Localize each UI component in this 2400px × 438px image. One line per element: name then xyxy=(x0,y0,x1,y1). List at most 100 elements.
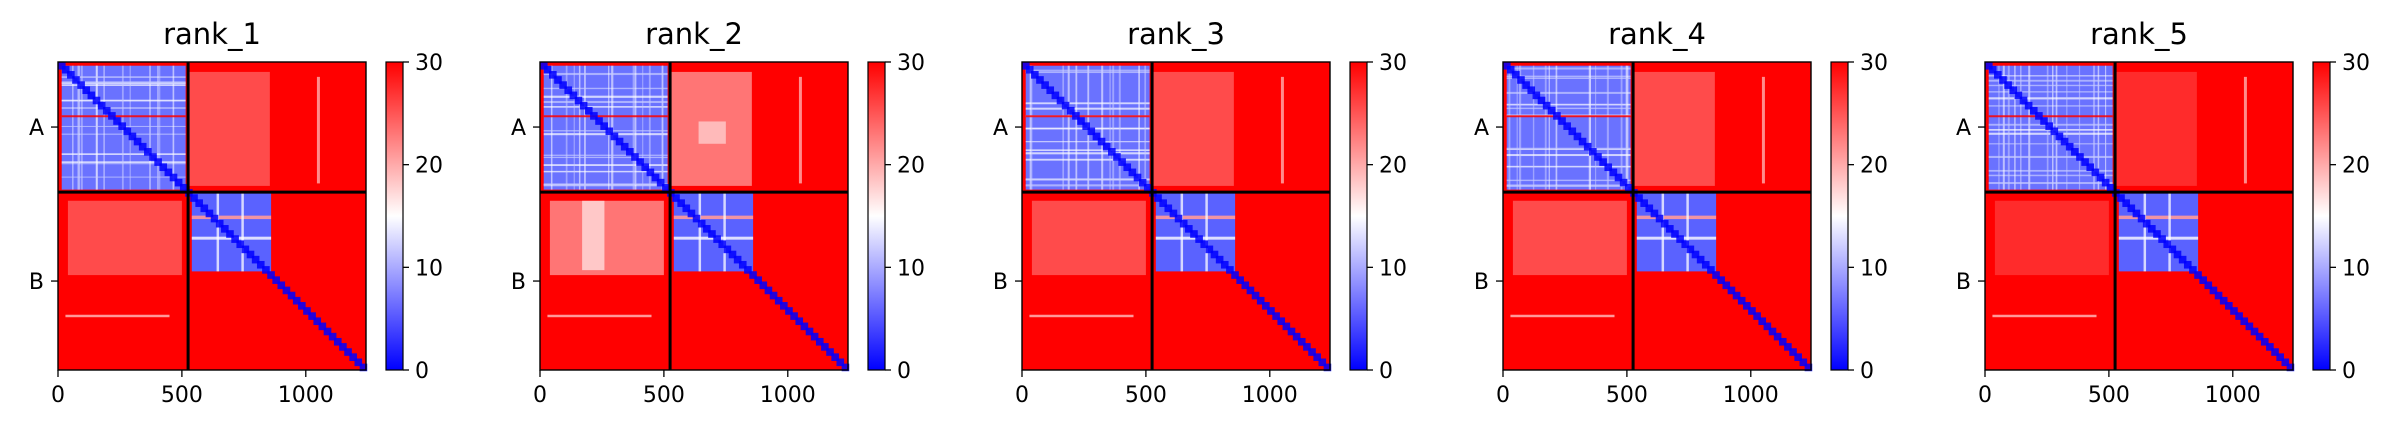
chain-b-stripe xyxy=(1205,192,1208,272)
x-tick-label: 500 xyxy=(643,383,685,408)
chain-b-stripe xyxy=(1636,215,1717,220)
chain-a-stripe xyxy=(80,65,83,190)
chain-a-stripe xyxy=(1025,158,1150,161)
diagonal-cell xyxy=(1287,327,1296,336)
diagonal-cell xyxy=(1179,219,1188,228)
diagonal-cell xyxy=(1041,81,1049,89)
diagonal-cell xyxy=(1123,163,1132,172)
diagonal-cell xyxy=(805,327,814,336)
diagonal-cell xyxy=(1241,281,1250,290)
interchain-region xyxy=(549,200,664,276)
diagonal-cell xyxy=(1671,230,1679,238)
plot-frame xyxy=(539,61,849,371)
diagonal-cell xyxy=(1727,286,1736,295)
diagonal-cell xyxy=(1558,117,1566,125)
diagonal-cell xyxy=(1778,337,1787,346)
diagonal-cell xyxy=(540,62,548,70)
diagonal-cell xyxy=(651,173,660,182)
diagonal-cell xyxy=(1624,183,1633,192)
diagonal-cell xyxy=(1143,183,1152,192)
diagonal-cell xyxy=(1794,353,1802,361)
chain-a-stripe xyxy=(1075,65,1078,190)
chain-b-stripe xyxy=(1686,192,1689,272)
x-tick-label: 1000 xyxy=(278,383,334,408)
chain-a-stripe xyxy=(1544,65,1547,190)
diagonal-cell xyxy=(1277,317,1286,326)
diagonal-cell xyxy=(2004,81,2012,89)
chain-a-stripe xyxy=(1025,184,1150,187)
diagonal-cell xyxy=(1056,96,1065,105)
chain-a-stripe xyxy=(1988,169,2113,172)
x-tick-label: 0 xyxy=(1015,383,1029,408)
chain-a-stripe xyxy=(1029,65,1032,190)
y-tick-label: B xyxy=(29,270,44,295)
diagonal-cell xyxy=(549,71,557,79)
diagonal-cell xyxy=(1696,255,1705,264)
diagonal-cell xyxy=(169,173,178,182)
chain-a-stripe xyxy=(543,106,668,108)
diagonal-cell xyxy=(174,178,183,187)
diagonal-cell xyxy=(1077,117,1085,125)
chain-a-stripe xyxy=(543,154,668,156)
diagonal-cell xyxy=(774,296,783,305)
diagonal-cell xyxy=(595,117,603,125)
diagonal-cell xyxy=(677,199,685,207)
diagonal-cell xyxy=(697,219,706,228)
diagonal-cell xyxy=(733,255,742,264)
y-tick-label: A xyxy=(511,116,526,141)
chain-a-stripe xyxy=(72,65,74,190)
diagonal-cell xyxy=(615,137,624,146)
diagonal-cell xyxy=(2029,106,2038,115)
diagonal-cell xyxy=(646,168,655,177)
diagonal-cell xyxy=(1517,76,1525,84)
pae-panel-5: rank_5 0 500 1000 A B 0 10 20 30 xyxy=(1956,17,2370,408)
diagonal-cell xyxy=(2189,266,2197,274)
chain-a-stripe xyxy=(1506,75,1631,78)
diagonal-cell xyxy=(2035,112,2043,120)
diagonal-cell xyxy=(1503,62,1511,70)
diagonal-cell xyxy=(123,127,132,136)
diagonal-cell xyxy=(1645,204,1654,213)
diagonal-cell xyxy=(759,281,768,290)
interchain-region xyxy=(698,121,726,144)
diagonal-cell xyxy=(2019,96,2028,105)
colorbar-tick-label: 0 xyxy=(1860,359,1874,384)
interchain-region xyxy=(67,200,182,276)
interchain-stripe xyxy=(65,314,170,318)
diagonal-cell xyxy=(1303,343,1311,351)
diagonal-cell xyxy=(1686,245,1695,254)
diagonal-cell xyxy=(620,142,629,151)
diagonal-cell xyxy=(1133,173,1142,182)
pae-panel-2: rank_2 0 500 1000 A B 0 10 20 30 xyxy=(511,17,925,408)
diagonal-cell xyxy=(1292,332,1301,341)
diagonal-cell xyxy=(2101,178,2110,187)
chain-a-stripe xyxy=(1506,147,1631,150)
chain-a-stripe xyxy=(543,164,668,167)
diagonal-cell xyxy=(1323,363,1332,372)
diagonal-cell xyxy=(1522,81,1530,89)
chain-a-stripe xyxy=(1988,115,2113,118)
x-tick-label: 0 xyxy=(1978,383,1992,408)
diagonal-cell xyxy=(2158,235,2166,243)
diagonal-cell xyxy=(328,332,337,341)
diagonal-cell xyxy=(1994,71,2002,79)
chain-a-stripe xyxy=(1025,69,1150,71)
diagonal-cell xyxy=(1763,322,1772,331)
diagonal-cell xyxy=(67,71,75,79)
chain-a-stripe xyxy=(61,115,186,118)
diagonal-cell xyxy=(1138,178,1147,187)
chain-a-stripe xyxy=(1144,65,1147,190)
plot-frame xyxy=(1021,61,1331,371)
chain-a-stripe xyxy=(1506,154,1631,157)
chain-b-stripe xyxy=(673,215,754,220)
diagonal-cell xyxy=(195,199,203,207)
x-tick-label: 1000 xyxy=(2205,383,2261,408)
diagonal-cell xyxy=(1614,173,1623,182)
diagonal-cell xyxy=(2045,122,2053,130)
diagonal-cell xyxy=(210,214,219,223)
chain-a-stripe xyxy=(2007,65,2010,190)
diagonal-cell xyxy=(810,332,819,341)
diagonal-cell xyxy=(154,158,162,166)
diagonal-cell xyxy=(2219,296,2228,305)
chain-a-stripe xyxy=(1988,84,2113,87)
